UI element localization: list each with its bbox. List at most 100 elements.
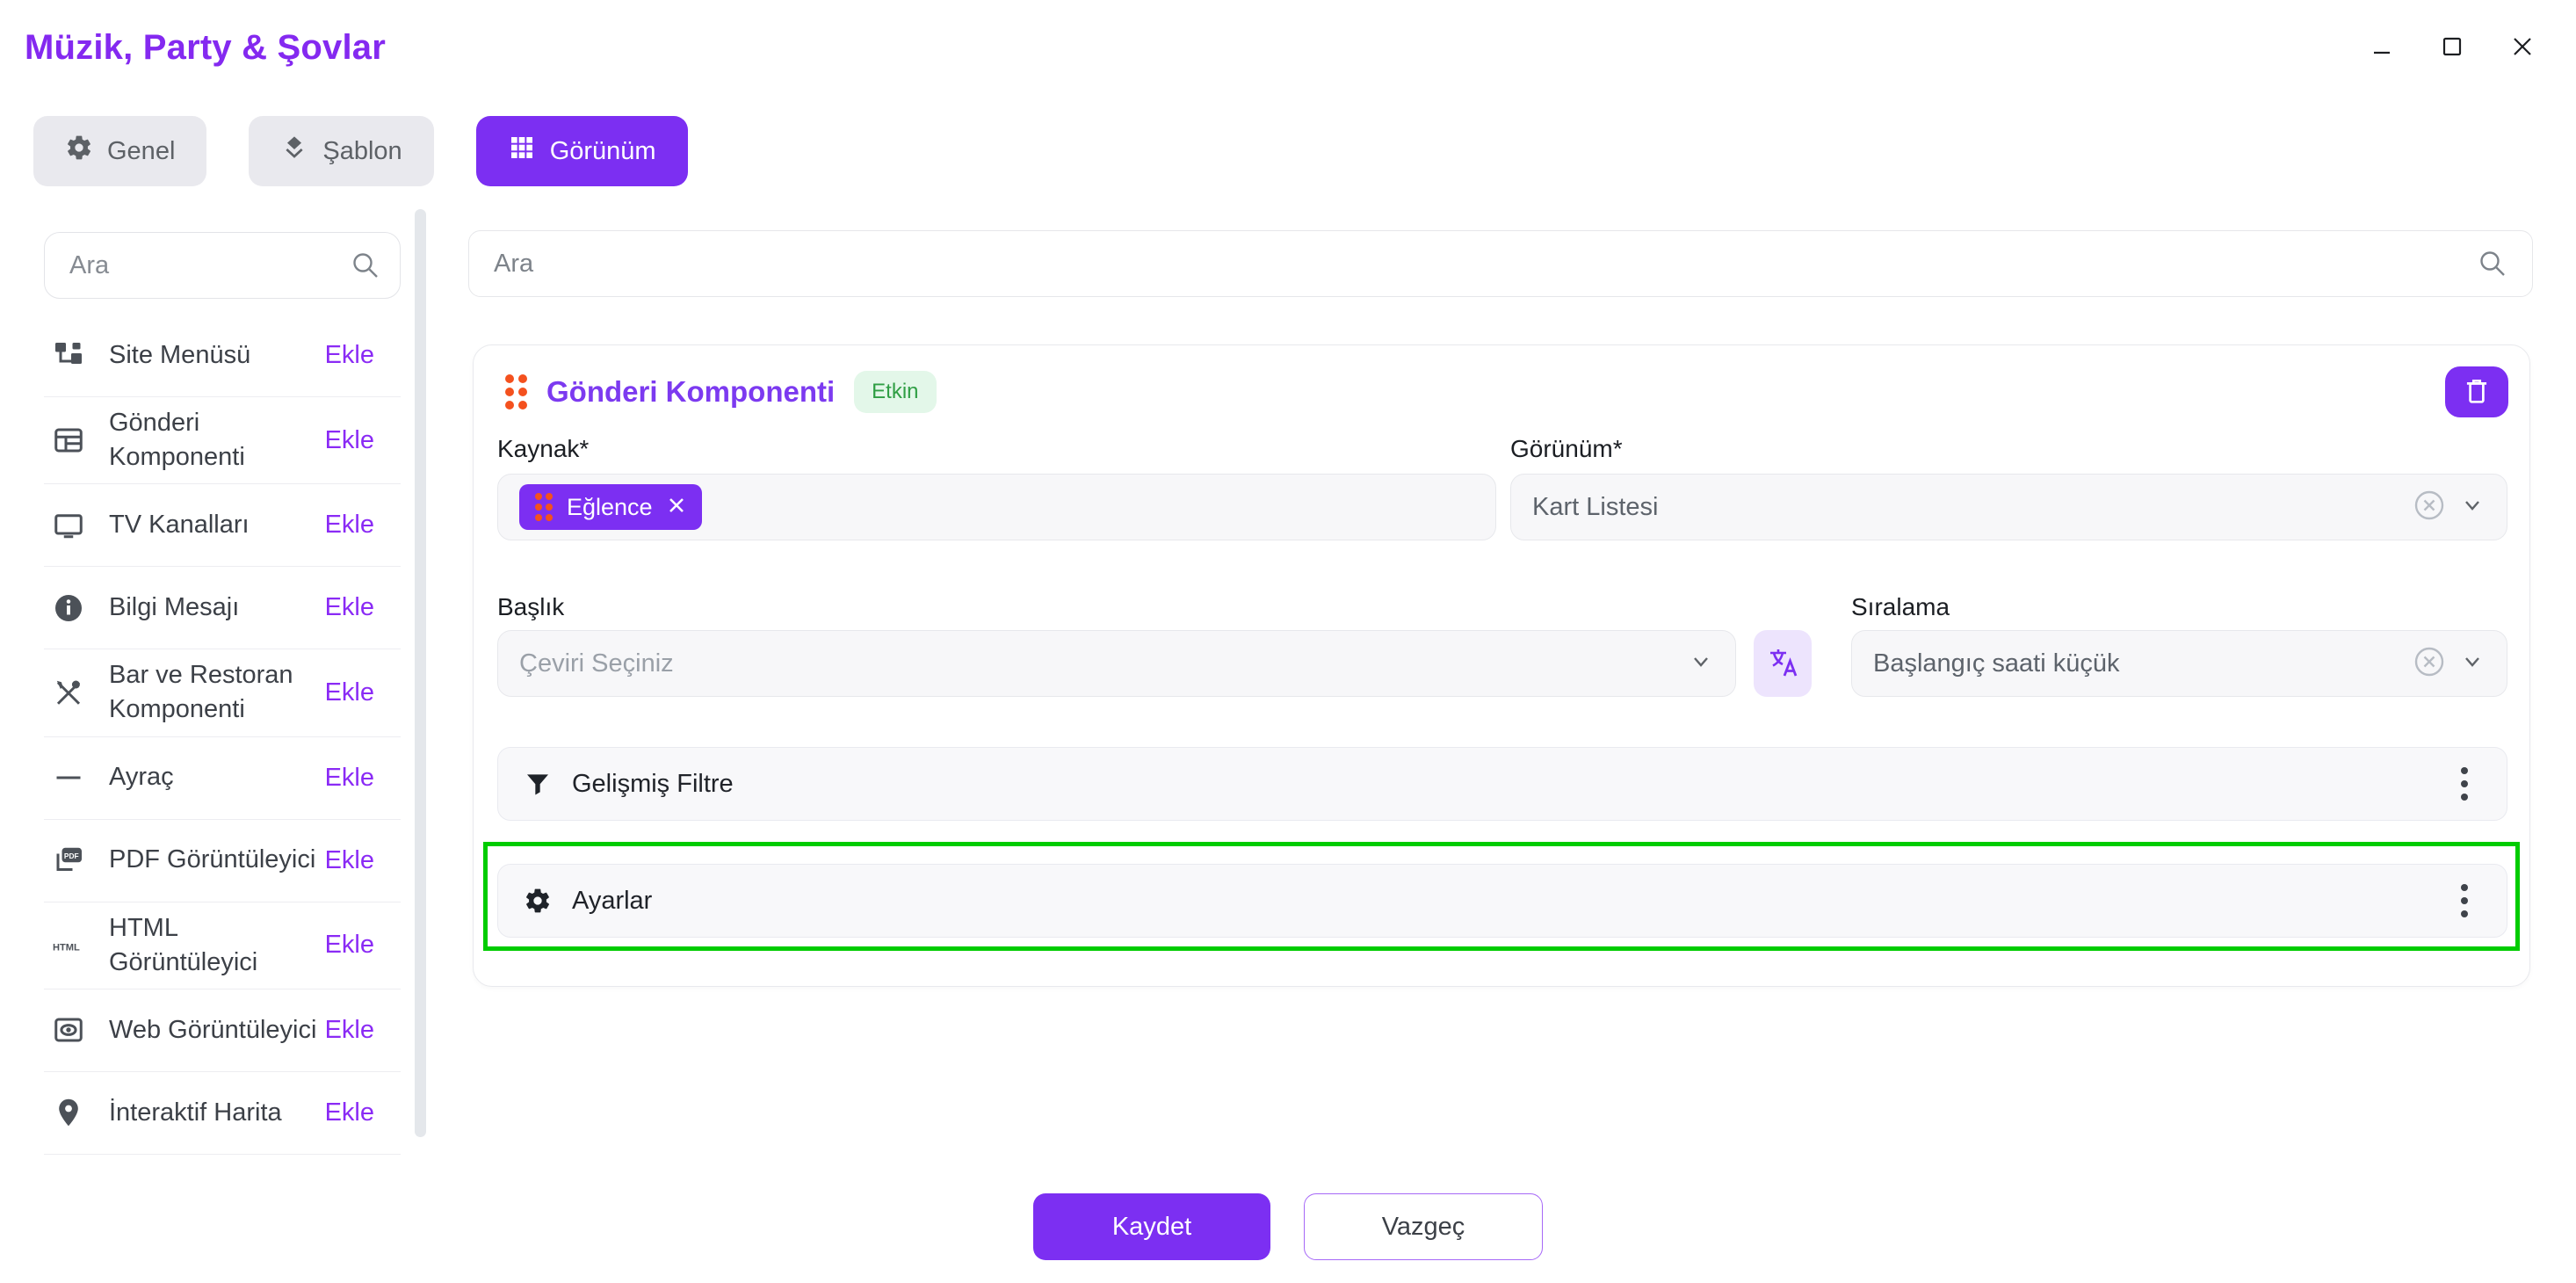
tab-genel[interactable]: Genel bbox=[33, 116, 207, 186]
chevron-down-icon[interactable] bbox=[2459, 649, 2486, 679]
sidebar-item-web: Web Görüntüleyici Ekle bbox=[44, 989, 401, 1072]
add-link[interactable]: Ekle bbox=[324, 593, 374, 622]
row-label: Gelişmiş Filtre bbox=[572, 769, 734, 798]
add-link[interactable]: Ekle bbox=[324, 678, 374, 707]
gorunum-value: Kart Listesi bbox=[1532, 492, 1659, 521]
sidebar-item-pdf: PDF PDF Görüntüleyici Ekle bbox=[44, 820, 401, 902]
add-link[interactable]: Ekle bbox=[324, 1098, 374, 1127]
drag-handle-icon[interactable] bbox=[535, 493, 553, 521]
sidebar-item-label: Gönderi Komponenti bbox=[109, 409, 245, 472]
annotation-highlight-box bbox=[483, 842, 2520, 951]
kaynak-label: Kaynak* bbox=[497, 435, 590, 462]
component-list: Site Menüsü Ekle Gönderi Komponenti Ekle… bbox=[44, 315, 401, 1155]
clear-icon[interactable] bbox=[2412, 644, 2447, 684]
translate-button[interactable] bbox=[1754, 630, 1812, 697]
maximize-icon[interactable] bbox=[2437, 32, 2467, 62]
close-icon[interactable] bbox=[2507, 32, 2537, 62]
info-icon bbox=[51, 591, 86, 626]
baslik-select[interactable]: Çeviri Seçiniz bbox=[497, 630, 1736, 697]
add-link[interactable]: Ekle bbox=[324, 425, 374, 454]
tag-label: Eğlence bbox=[567, 493, 653, 520]
sidebar-item-label: Ayraç bbox=[109, 763, 174, 792]
remove-tag-icon[interactable] bbox=[667, 496, 686, 519]
search-icon bbox=[350, 250, 381, 281]
gear-icon bbox=[65, 134, 93, 169]
divider-icon bbox=[51, 760, 86, 795]
sidebar-item-site-menusu: Site Menüsü Ekle bbox=[44, 315, 401, 397]
sidebar-item-harita: İnteraktif Harita Ekle bbox=[44, 1072, 401, 1155]
baslik-label: Başlık bbox=[497, 593, 565, 620]
component-sidebar: Site Menüsü Ekle Gönderi Komponenti Ekle… bbox=[44, 232, 401, 1155]
cancel-button[interactable]: Vazgeç bbox=[1304, 1193, 1543, 1260]
chevron-down-icon[interactable] bbox=[1688, 649, 1714, 679]
tab-bar: Genel Şablon Görünüm bbox=[33, 116, 688, 186]
sidebar-item-bar-restoran: Bar ve Restoran Komponenti Ekle bbox=[44, 649, 401, 737]
gorunum-select[interactable]: Kart Listesi bbox=[1510, 474, 2507, 540]
page-title: Müzik, Party & Şovlar bbox=[25, 28, 386, 67]
footer-actions: Kaydet Vazgeç bbox=[0, 1193, 2576, 1260]
sidebar-item-tv-kanallari: TV Kanalları Ekle bbox=[44, 484, 401, 568]
sidebar-item-label: Bilgi Mesajı bbox=[109, 593, 240, 622]
sidebar-item-ayrac: Ayraç Ekle bbox=[44, 737, 401, 820]
delete-button[interactable] bbox=[2445, 366, 2508, 417]
web-viewer-icon bbox=[51, 1012, 86, 1047]
post-component-icon bbox=[51, 423, 86, 458]
layers-icon bbox=[280, 134, 308, 169]
tab-label: Genel bbox=[107, 136, 176, 165]
tab-label: Şablon bbox=[322, 136, 402, 165]
minimize-icon[interactable] bbox=[2367, 32, 2397, 62]
kaynak-tag[interactable]: Eğlence bbox=[519, 484, 702, 530]
filter-icon bbox=[523, 769, 553, 799]
sidebar-search-input[interactable] bbox=[44, 232, 401, 299]
sidebar-item-label: HTML Görüntüleyici bbox=[109, 913, 258, 976]
gorunum-label: Görünüm* bbox=[1510, 435, 1623, 462]
row-label: Ayarlar bbox=[572, 886, 653, 915]
window-controls bbox=[2367, 32, 2537, 62]
advanced-filter-row[interactable]: Gelişmiş Filtre bbox=[497, 747, 2507, 821]
clear-icon[interactable] bbox=[2412, 488, 2447, 527]
save-button[interactable]: Kaydet bbox=[1033, 1193, 1270, 1260]
card-title: Gönderi Komponenti bbox=[546, 375, 836, 408]
svg-text:PDF: PDF bbox=[64, 852, 79, 860]
status-badge: Etkin bbox=[854, 371, 937, 413]
kebab-menu-icon[interactable] bbox=[2447, 880, 2482, 922]
tab-gorunum[interactable]: Görünüm bbox=[475, 116, 688, 186]
pdf-icon: PDF bbox=[51, 843, 86, 878]
tab-label: Görünüm bbox=[549, 136, 656, 165]
html-icon: HTML bbox=[51, 928, 86, 963]
sitemap-icon bbox=[51, 338, 86, 373]
grid-icon bbox=[508, 134, 536, 169]
main-search-input[interactable] bbox=[468, 230, 2533, 297]
tab-sablon[interactable]: Şablon bbox=[249, 116, 434, 186]
chevron-down-icon[interactable] bbox=[2459, 492, 2486, 523]
sidebar-item-html: HTML HTML Görüntüleyici Ekle bbox=[44, 902, 401, 989]
add-link[interactable]: Ekle bbox=[324, 845, 374, 874]
add-link[interactable]: Ekle bbox=[324, 931, 374, 960]
add-link[interactable]: Ekle bbox=[324, 763, 374, 792]
sidebar-item-label: Web Görüntüleyici bbox=[109, 1015, 317, 1044]
map-pin-icon bbox=[51, 1095, 86, 1130]
sidebar-item-bilgi-mesaji: Bilgi Mesajı Ekle bbox=[44, 567, 401, 650]
sidebar-item-gonderi-komponenti: Gönderi Komponenti Ekle bbox=[44, 397, 401, 485]
search-icon bbox=[2477, 248, 2508, 279]
sidebar-scrollbar[interactable] bbox=[415, 209, 426, 1137]
utensils-icon bbox=[51, 675, 86, 710]
translate-icon bbox=[1765, 645, 1800, 683]
siralama-label: Sıralama bbox=[1851, 593, 1950, 620]
siralama-select[interactable]: Başlangıç saati küçük bbox=[1851, 630, 2507, 697]
settings-row[interactable]: Ayarlar bbox=[497, 864, 2507, 938]
sidebar-item-label: TV Kanalları bbox=[109, 511, 250, 540]
add-link[interactable]: Ekle bbox=[324, 511, 374, 540]
siralama-value: Başlangıç saati küçük bbox=[1873, 649, 2120, 678]
kaynak-field[interactable]: Eğlence bbox=[497, 474, 1496, 540]
settings-gear-icon bbox=[523, 886, 553, 916]
component-card: Gönderi Komponenti Etkin Kaynak* Eğlence… bbox=[473, 344, 2530, 987]
kebab-menu-icon[interactable] bbox=[2447, 763, 2482, 805]
trash-icon bbox=[2464, 377, 2490, 408]
sidebar-item-label: PDF Görüntüleyici bbox=[109, 845, 316, 874]
baslik-placeholder: Çeviri Seçiniz bbox=[519, 649, 674, 678]
add-link[interactable]: Ekle bbox=[324, 1015, 374, 1044]
drag-handle-icon[interactable] bbox=[505, 374, 527, 410]
svg-text:HTML: HTML bbox=[53, 942, 80, 953]
add-link[interactable]: Ekle bbox=[324, 341, 374, 369]
